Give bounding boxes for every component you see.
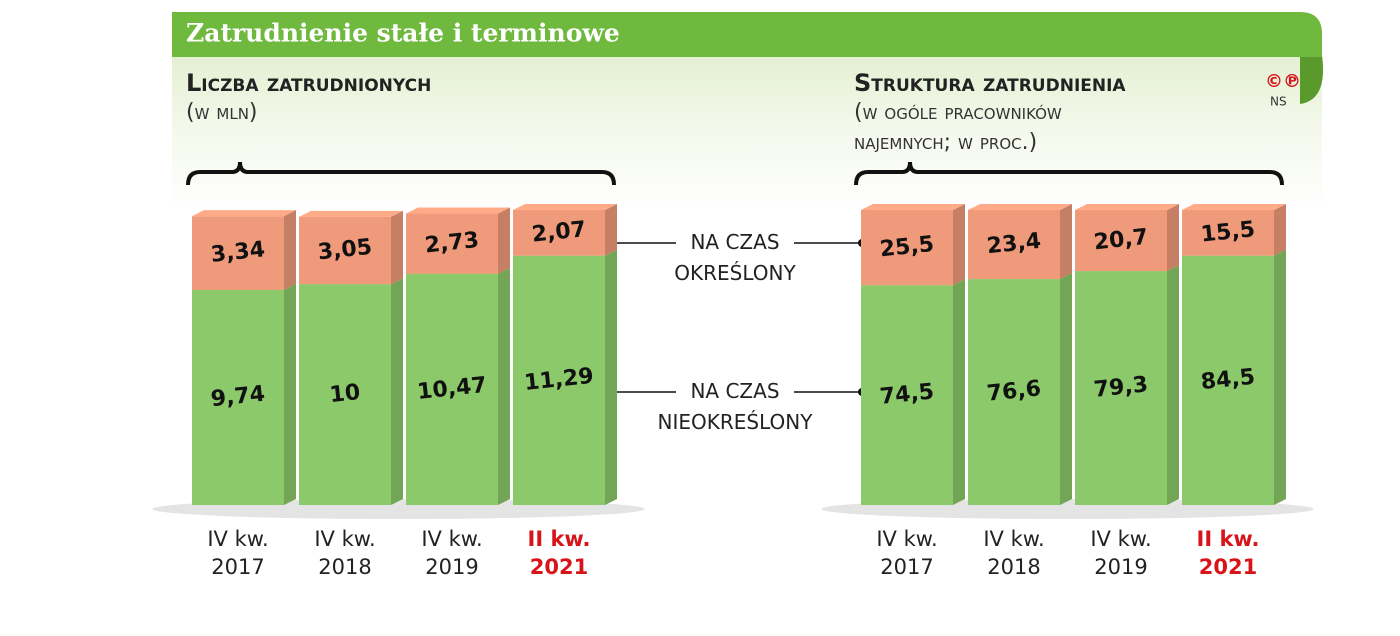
x-tick-label: IV kw. 2019: [421, 527, 482, 579]
value-label: 10: [328, 380, 361, 408]
value-label: 3,05: [317, 235, 374, 266]
credit-author: NS: [1270, 95, 1287, 109]
bar: [1075, 210, 1167, 272]
bar-side: [953, 279, 965, 505]
value-label: 25,5: [879, 232, 936, 263]
bar-side: [1060, 204, 1072, 280]
bar: [299, 216, 391, 285]
brace: [186, 161, 616, 186]
x-tick-label: IV kw. 2017: [876, 527, 937, 579]
bar: [861, 285, 953, 505]
bar: [299, 284, 391, 505]
bar-side: [284, 283, 296, 505]
page-title: Zatrudnienie stałe i terminowe: [186, 19, 620, 48]
value-label: 76,6: [986, 376, 1043, 407]
bar-side: [1060, 273, 1072, 505]
bar-side: [1274, 249, 1286, 505]
bar-side: [1167, 265, 1179, 505]
value-label: 15,5: [1200, 217, 1257, 248]
value-label: 9,74: [210, 382, 267, 413]
credit: ©℗: [1265, 71, 1301, 92]
bar-side: [605, 204, 617, 256]
bar: [513, 210, 605, 256]
bar-top: [1182, 204, 1286, 210]
x-tick-label: II kw. 2021: [1197, 527, 1260, 579]
chart-subtitle: (w mln): [186, 100, 258, 125]
chart-title: Liczba zatrudnionych: [186, 69, 431, 97]
bar-side: [391, 210, 403, 285]
bar-side: [953, 204, 965, 286]
x-tick-label: IV kw. 2018: [983, 527, 1044, 579]
bar: [513, 255, 605, 505]
chart-title: Struktura zatrudnienia: [854, 69, 1126, 97]
value-label: 20,7: [1093, 225, 1150, 256]
value-label: 23,4: [986, 229, 1043, 260]
bar-top: [861, 204, 965, 210]
legend-label: NA CZAS OKREŚLONY: [674, 230, 796, 285]
banner: [172, 12, 1322, 57]
bar-top: [513, 204, 617, 210]
bar-top: [299, 210, 403, 217]
value-label: 84,5: [1200, 365, 1257, 396]
value-label: 79,3: [1093, 372, 1150, 403]
value-label: 74,5: [879, 379, 936, 410]
bar-top: [192, 210, 296, 217]
bar-side: [498, 207, 510, 274]
bar-side: [498, 267, 510, 505]
bar: [968, 279, 1060, 505]
bar: [1182, 255, 1274, 505]
bar: [861, 210, 953, 286]
bar-top: [1075, 204, 1179, 210]
bar: [406, 213, 498, 274]
bar-top: [406, 207, 510, 214]
bar: [192, 289, 284, 505]
bar-side: [1167, 204, 1179, 272]
bar-side: [605, 249, 617, 505]
bar: [406, 273, 498, 505]
value-label: 2,07: [531, 217, 588, 248]
banner-fold: [1300, 55, 1324, 104]
bar-top: [968, 204, 1072, 210]
bar: [1182, 210, 1274, 256]
x-tick-label: II kw. 2021: [528, 527, 591, 579]
background: [172, 50, 1322, 210]
bar-side: [391, 278, 403, 505]
x-tick-label: IV kw. 2017: [207, 527, 268, 579]
value-label: 2,73: [424, 228, 481, 259]
x-tick-label: IV kw. 2019: [1090, 527, 1151, 579]
bar: [968, 210, 1060, 280]
brace: [854, 161, 1284, 186]
value-label: 3,34: [210, 237, 267, 268]
x-tick-label: IV kw. 2018: [314, 527, 375, 579]
chart-subtitle: (w ogóle pracowników najemnych; w proc.): [854, 100, 1062, 155]
bar: [192, 216, 284, 290]
legend-label: NA CZAS NIEOKREŚLONY: [658, 379, 814, 434]
bar-side: [1274, 204, 1286, 256]
bar-side: [284, 210, 296, 290]
legend: NA CZAS OKREŚLONY NA CZAS NIEOKREŚLONY: [602, 230, 866, 434]
bar: [1075, 271, 1167, 505]
